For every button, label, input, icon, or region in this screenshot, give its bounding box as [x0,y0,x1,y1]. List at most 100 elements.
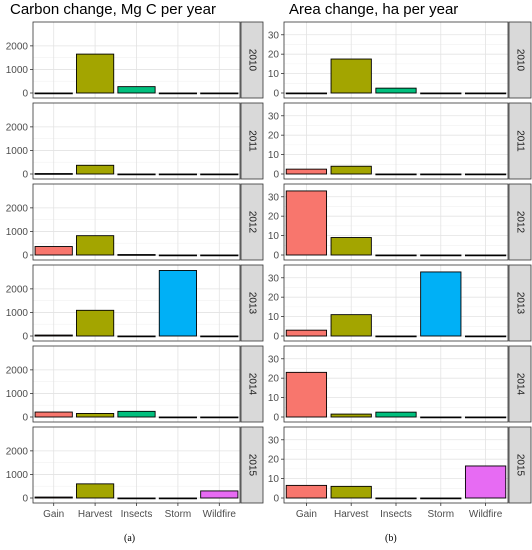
facet-strip-label: 2012 [247,211,258,234]
x-tick-label-wildfire: Wildfire [203,509,237,520]
facet-panel-2015: 0 1000 2000 2015 [6,426,264,505]
bar-wildfire-2015 [464,465,507,499]
panel-border [32,21,241,99]
bar-insects-2013 [117,335,156,338]
y-tick-label: 2000 [6,122,29,133]
panel-border [283,264,509,342]
chart-b-title: Area change, ha per year [289,1,459,18]
x-tick-label-gain: Gain [296,509,317,520]
y-tick-label: 1000 [6,65,29,76]
y-tick-label: 30 [268,30,280,41]
x-tick-label-storm: Storm [427,509,454,520]
bar-insects-2011 [375,173,417,176]
y-tick-label: 20 [268,455,280,466]
y-tick-label: 20 [268,374,280,385]
facet-strip-label: 2015 [247,454,258,477]
bar-storm-2012 [420,254,462,257]
bar-gain-2012 [285,190,328,256]
bar-storm-2010 [158,92,197,95]
bar-insects-2012 [375,254,417,257]
y-tick-label: 0 [273,170,279,181]
facet-strip-label: 2014 [515,373,526,396]
facet-strip-2012 [240,183,264,261]
panel-border [283,21,509,99]
bar-storm-2014 [158,416,197,419]
bar-gain-2013 [34,334,73,337]
y-tick-label: 0 [22,89,28,100]
panel-border [32,102,241,180]
y-tick-label: 10 [268,393,280,404]
bar-gain-2010 [34,92,73,95]
y-tick-label: 0 [22,170,28,181]
chart-b-caption: (b) [385,533,397,544]
facet-strip-2015 [240,426,264,504]
bar-harvest-2013 [76,309,115,337]
y-tick-label: 0 [273,413,279,424]
bar-wildfire-2011 [200,173,239,176]
y-tick-label: 1000 [6,146,29,157]
bar-gain-2015 [34,496,73,499]
bar-gain-2014 [285,371,328,418]
y-tick-label: 10 [268,474,280,485]
bar-gain-2011 [34,173,73,175]
bar-storm-2014 [420,416,462,419]
bar-gain-2013 [285,329,328,337]
facet-strip-2010 [508,21,532,99]
panel-border [32,264,241,342]
bar-storm-2013 [158,270,197,337]
bar-insects-2010 [117,86,156,94]
facet-strip-label: 2011 [247,130,258,152]
y-tick-label: 0 [273,494,279,505]
y-tick-label: 30 [268,273,280,284]
facet-strip-2013 [240,264,264,342]
y-tick-label: 0 [273,332,279,343]
bar-wildfire-2011 [464,173,507,176]
bar-storm-2011 [158,173,197,176]
bar-wildfire-2010 [464,92,507,95]
panel-border [283,183,509,261]
bar-wildfire-2015 [200,490,239,499]
bar-wildfire-2013 [464,335,507,338]
bar-gain-2012 [34,246,73,256]
bar-wildfire-2010 [200,92,239,95]
facet-panel-2015: 0 10 20 30 2015 [268,426,532,505]
facet-strip-label: 2010 [515,49,526,72]
bar-gain-2011 [285,168,328,175]
y-tick-label: 0 [22,413,28,424]
chart-a-caption: (a) [124,533,136,544]
y-tick-label: 30 [268,111,280,122]
facet-panel-2013: 0 1000 2000 2013 [6,264,264,343]
bar-insects-2013 [375,335,417,338]
facet-panel-2014: 0 1000 2000 2014 [6,345,264,424]
y-tick-label: 0 [273,89,279,100]
y-tick-label: 20 [268,131,280,142]
facet-strip-label: 2015 [515,454,526,477]
facet-strip-2012 [508,183,532,261]
y-tick-label: 20 [268,50,280,61]
bar-insects-2010 [375,87,417,94]
y-tick-label: 30 [268,192,280,203]
chart-a-carbon-change: 0100020002010010002000201101000200020120… [6,21,264,520]
bar-insects-2014 [117,410,156,418]
panel-border [32,345,241,423]
bar-harvest-2011 [76,164,115,175]
bar-harvest-2012 [330,237,372,256]
facet-strip-2015 [508,426,532,504]
bar-insects-2011 [117,173,156,176]
y-tick-label: 0 [22,332,28,343]
bar-harvest-2010 [76,53,115,94]
bar-insects-2014 [375,411,417,418]
y-tick-label: 1000 [6,227,29,238]
bar-harvest-2012 [76,235,115,256]
y-tick-label: 10 [268,312,280,323]
bar-gain-2014 [34,411,73,418]
bar-wildfire-2013 [200,335,239,338]
facet-strip-2011 [240,102,264,180]
facet-panel-2010: 0 1000 2000 2010 [6,21,264,100]
bar-harvest-2011 [330,165,372,175]
facet-strip-2011 [508,102,532,180]
y-tick-label: 30 [268,354,280,365]
bar-gain-2010 [285,92,328,95]
x-tick-label-storm: Storm [165,509,192,520]
facet-strip-label: 2013 [247,292,258,315]
